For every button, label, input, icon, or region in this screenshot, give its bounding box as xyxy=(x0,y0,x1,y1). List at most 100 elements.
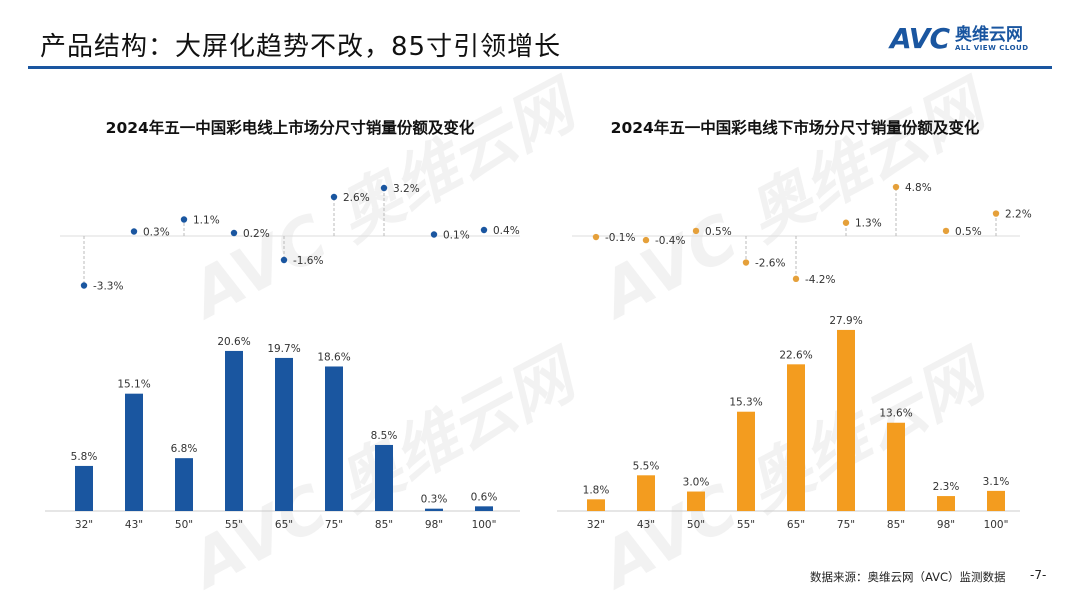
change-label: 0.5% xyxy=(705,226,732,238)
bar-5 xyxy=(837,329,855,511)
category-label: 32" xyxy=(587,519,605,531)
change-dot-1 xyxy=(130,228,138,235)
bar-8 xyxy=(987,490,1005,511)
category-label: 75" xyxy=(837,519,855,531)
change-label: -0.4% xyxy=(655,235,685,247)
change-dot-0 xyxy=(80,282,88,289)
category-label: 43" xyxy=(637,519,655,531)
category-label: 32" xyxy=(75,519,93,531)
category-label: 100" xyxy=(472,519,497,531)
bar-label: 19.7% xyxy=(267,343,300,355)
bar-1 xyxy=(125,393,143,511)
change-dot-5 xyxy=(330,193,338,201)
bar-label: 3.0% xyxy=(683,477,710,489)
change-label: -0.1% xyxy=(605,232,635,244)
change-dot-2 xyxy=(692,227,700,235)
change-dot-2 xyxy=(180,216,188,223)
bar-4 xyxy=(787,364,805,511)
bar-1 xyxy=(637,475,655,511)
category-label: 55" xyxy=(737,519,755,531)
category-label: 55" xyxy=(225,519,243,531)
logo-mark: AVC xyxy=(890,22,950,55)
category-label: 100" xyxy=(984,519,1009,531)
category-label: 85" xyxy=(375,519,393,531)
change-label: -2.6% xyxy=(755,258,785,270)
change-dot-4 xyxy=(280,256,288,264)
change-dot-3 xyxy=(742,259,750,266)
change-dot-8 xyxy=(992,210,1000,217)
change-label: -3.3% xyxy=(93,281,123,293)
change-label: 0.5% xyxy=(955,226,982,238)
category-label: 50" xyxy=(687,519,705,531)
page-number: -7- xyxy=(1030,568,1047,582)
bar-3 xyxy=(225,350,243,511)
bar-0 xyxy=(75,465,93,511)
category-label: 98" xyxy=(937,519,955,531)
bar-label: 0.3% xyxy=(421,494,448,506)
category-label: 75" xyxy=(325,519,343,531)
bar-label: 2.3% xyxy=(933,481,960,493)
change-dot-7 xyxy=(942,227,950,235)
bar-label: 18.6% xyxy=(317,351,350,363)
change-label: 0.1% xyxy=(443,230,470,242)
change-dot-3 xyxy=(230,229,238,237)
change-dot-7 xyxy=(430,231,438,238)
bar-6 xyxy=(887,422,905,511)
change-dot-6 xyxy=(892,183,900,191)
header-divider xyxy=(28,66,1052,69)
logo-cn: 奥维云网 xyxy=(955,24,1023,45)
chart-title-offline: 2024年五一中国彩电线下市场分尺寸销量份额及变化 xyxy=(610,119,980,137)
page-title: 产品结构：大屏化趋势不改，85寸引领增长 xyxy=(40,32,562,62)
bar-3 xyxy=(737,411,755,511)
logo-en: ALL VIEW CLOUD xyxy=(955,43,1029,52)
bar-label: 5.5% xyxy=(633,460,660,472)
bar-7 xyxy=(937,496,955,511)
bar-label: 0.6% xyxy=(471,491,498,503)
bar-label: 13.6% xyxy=(879,408,912,420)
bar-5 xyxy=(325,366,343,511)
change-dot-8 xyxy=(480,226,488,234)
avc-logo: AVC 奥维云网 ALL VIEW CLOUD xyxy=(890,22,1029,55)
bar-label: 3.1% xyxy=(983,476,1010,488)
category-label: 50" xyxy=(175,519,193,531)
bar-0 xyxy=(587,499,605,511)
bar-label: 1.8% xyxy=(583,484,610,496)
bar-2 xyxy=(175,458,193,511)
bar-8 xyxy=(475,506,493,511)
change-label: 0.3% xyxy=(143,227,170,239)
bar-label: 8.5% xyxy=(371,430,398,442)
change-label: 1.1% xyxy=(193,215,220,227)
change-label: 0.2% xyxy=(243,228,270,240)
change-dot-5 xyxy=(842,219,850,226)
bar-4 xyxy=(275,357,293,511)
chart-title-online: 2024年五一中国彩电线上市场分尺寸销量份额及变化 xyxy=(105,119,475,137)
change-label: -4.2% xyxy=(805,274,835,286)
change-label: 0.4% xyxy=(493,225,520,237)
bar-label: 27.9% xyxy=(829,315,862,327)
bar-7 xyxy=(425,508,443,511)
change-label: 2.2% xyxy=(1005,209,1032,221)
bar-label: 20.6% xyxy=(217,336,250,348)
change-label: 3.2% xyxy=(393,183,420,195)
bar-label: 15.1% xyxy=(117,379,150,391)
bar-label: 5.8% xyxy=(71,451,98,463)
change-label: -1.6% xyxy=(293,255,323,267)
change-label: 4.8% xyxy=(905,182,932,194)
change-dot-1 xyxy=(642,236,650,244)
change-dot-0 xyxy=(592,233,600,241)
category-label: 65" xyxy=(787,519,805,531)
bar-label: 15.3% xyxy=(729,397,762,409)
change-dot-6 xyxy=(380,184,388,192)
data-source: 数据来源：奥维云网（AVC）监测数据 xyxy=(810,570,1006,584)
category-label: 65" xyxy=(275,519,293,531)
category-label: 43" xyxy=(125,519,143,531)
change-label: 2.6% xyxy=(343,192,370,204)
category-label: 98" xyxy=(425,519,443,531)
bar-6 xyxy=(375,444,393,511)
category-label: 85" xyxy=(887,519,905,531)
change-label: 1.3% xyxy=(855,218,882,230)
bar-2 xyxy=(687,491,705,511)
bar-label: 6.8% xyxy=(171,443,198,455)
bar-label: 22.6% xyxy=(779,349,812,361)
